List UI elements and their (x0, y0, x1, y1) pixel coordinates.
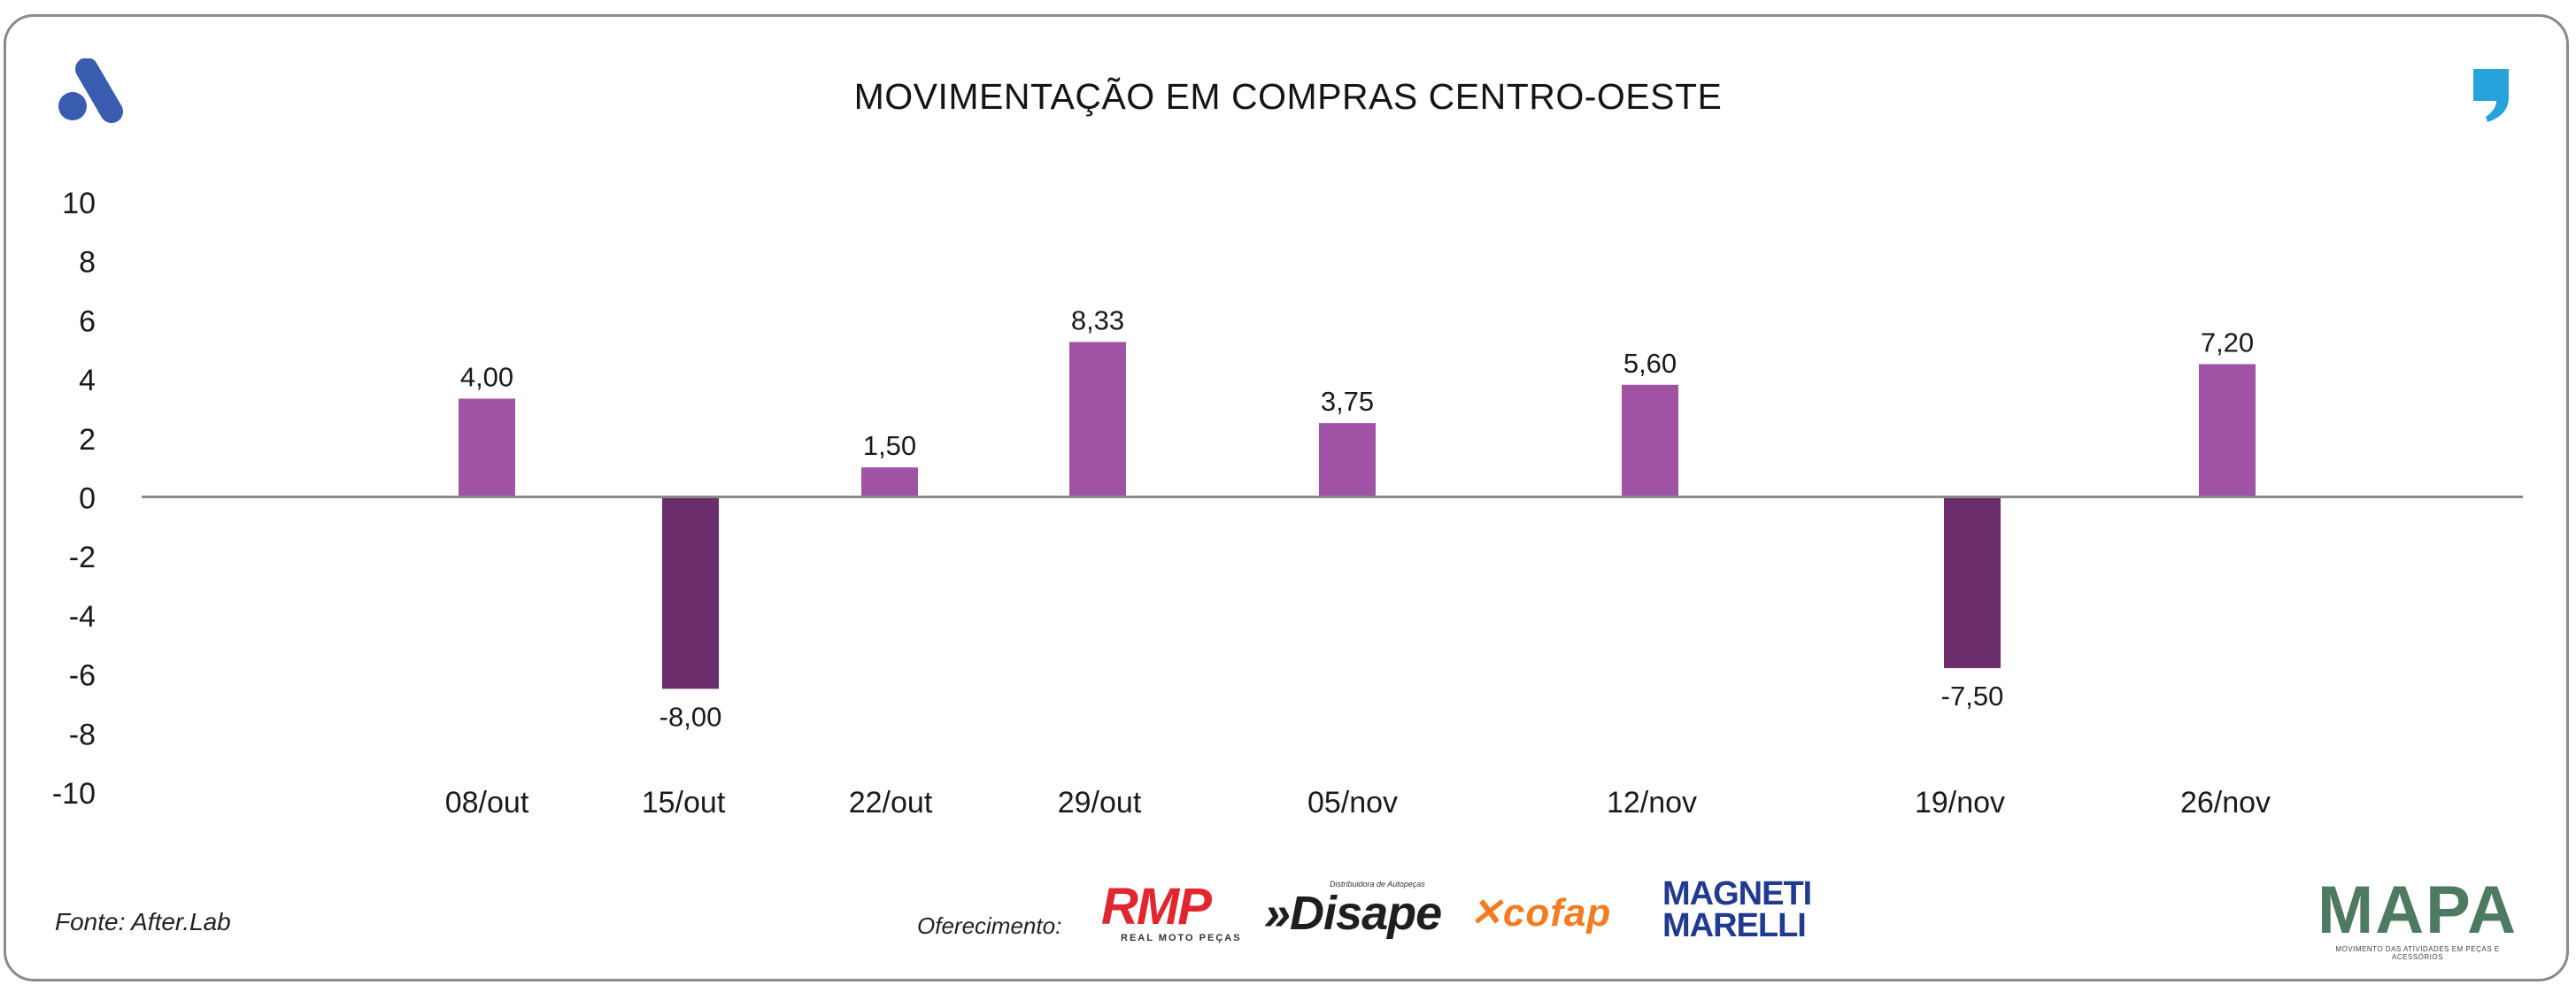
chart-title: MOVIMENTAÇÃO EM COMPRAS CENTRO-OESTE (853, 76, 1723, 117)
bar-29-out (1069, 342, 1126, 497)
data-label: 1,50 (863, 430, 916, 461)
x-tick-label: 12/nov (1607, 786, 1697, 820)
magneti-logo-line1: MAGNETI (1662, 875, 1812, 912)
bar-15-out (662, 496, 719, 689)
cofap-logo-text: cofap (1502, 891, 1612, 935)
x-tick-label: 22/out (849, 786, 933, 820)
disape-logo: Distribuidora de Autopeças »Disape (1264, 880, 1450, 943)
after-logo-icon (55, 58, 129, 130)
x-tick-label: 26/nov (2180, 786, 2271, 820)
data-label: -7,50 (1941, 681, 2004, 712)
mapa-logo-subtitle: MOVIMENTO DAS ATIVIDADES EM PEÇAS E ACES… (2335, 945, 2500, 961)
cofap-logo-icon: ✕ (1469, 891, 1503, 935)
x-tick-label: 19/nov (1915, 786, 2005, 820)
x-tick-label: 05/nov (1307, 786, 1398, 820)
data-label: 8,33 (1071, 304, 1124, 335)
y-tick-label: -4 (69, 600, 96, 634)
y-tick-label: 2 (79, 423, 96, 457)
disape-logo-subtitle: Distribuidora de Autopeças (1330, 880, 1425, 889)
y-tick-label: 8 (79, 246, 96, 280)
rmp-logo: RMP REAL MOTO PEÇAS (1101, 881, 1243, 945)
data-label: 3,75 (1321, 386, 1374, 417)
y-tick-label: -6 (69, 659, 96, 693)
disape-logo-text: »Disape (1264, 887, 1442, 940)
magneti-logo-line2: MARELLI (1662, 907, 1807, 944)
sponsors-label: Oferecimento: (917, 912, 1062, 939)
bar-12-nov (1622, 384, 1678, 497)
mapa-logo: MAPA MOVIMENTO DAS ATIVIDADES EM PEÇAS E… (2316, 873, 2519, 962)
data-label: 7,20 (2201, 327, 2254, 358)
y-tick-label: -10 (52, 777, 96, 811)
data-label: 5,60 (1623, 348, 1677, 379)
y-tick-label: 4 (79, 364, 96, 397)
y-tick-label: 6 (79, 304, 96, 338)
y-tick-label: -8 (69, 718, 96, 751)
cofap-logo: ✕cofap (1469, 890, 1611, 935)
x-tick-label: 15/out (642, 786, 726, 820)
y-tick-label: 0 (79, 482, 96, 516)
mapa-logo-text: MAPA (2317, 873, 2518, 948)
bar-26-nov (2199, 364, 2256, 497)
bar-05-nov (1319, 423, 1376, 497)
y-tick-label: 10 (62, 187, 96, 220)
data-label: 4,00 (460, 361, 513, 392)
quote-icon (2470, 65, 2512, 128)
bar-19-nov (1944, 496, 2001, 668)
rmp-logo-subtitle: REAL MOTO PEÇAS (1121, 933, 1242, 943)
y-tick-label: -2 (69, 541, 96, 574)
source-note: Fonte: After.Lab (55, 908, 231, 935)
magneti-marelli-logo: MAGNETI MARELLI (1662, 875, 1812, 944)
data-label: -8,00 (659, 701, 722, 732)
rmp-logo-text: RMP (1101, 878, 1212, 935)
card-frame (4, 14, 2569, 981)
x-tick-label: 29/out (1058, 786, 1142, 820)
x-tick-label: 08/out (445, 786, 529, 820)
bar-22-out (861, 467, 918, 497)
bar-08-out (459, 398, 515, 497)
